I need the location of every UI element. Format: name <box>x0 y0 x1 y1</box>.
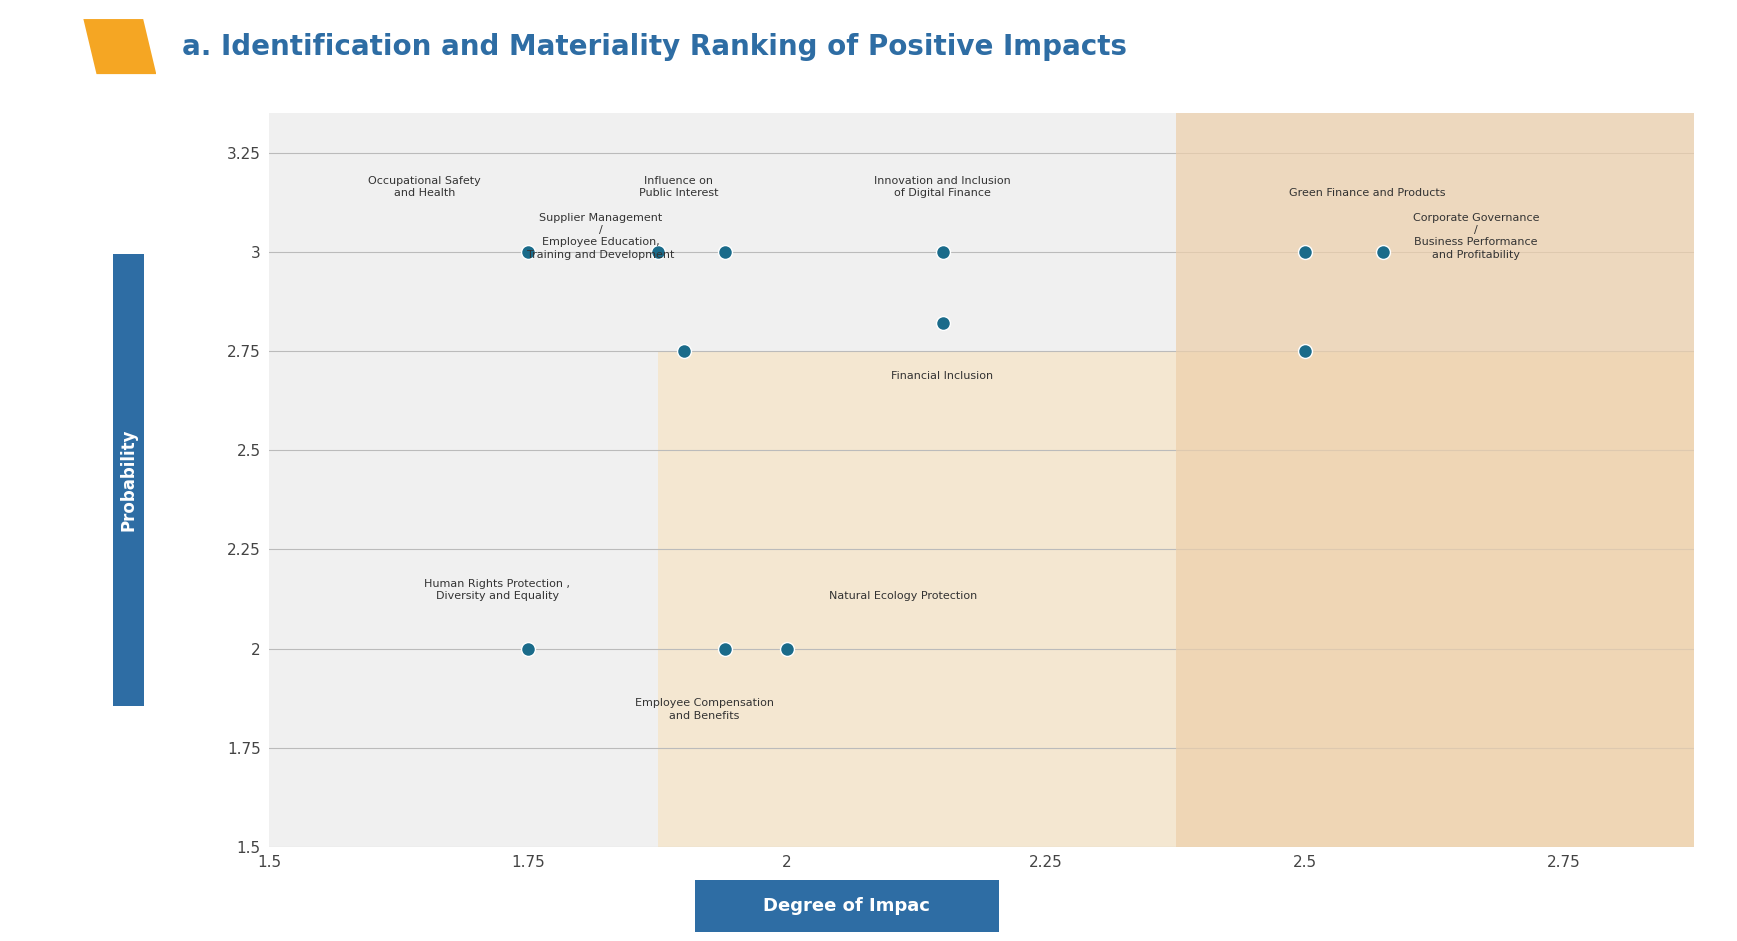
Point <box>670 343 698 359</box>
Text: Green Finance and Products: Green Finance and Products <box>1289 188 1445 199</box>
Point <box>1369 245 1397 260</box>
Bar <box>1176 113 1694 847</box>
Point <box>929 315 957 330</box>
Text: Financial Inclusion: Financial Inclusion <box>891 371 994 381</box>
Point <box>929 245 957 260</box>
Text: Human Rights Protection ,
Diversity and Equality: Human Rights Protection , Diversity and … <box>424 579 570 601</box>
Text: Influence on
Public Interest: Influence on Public Interest <box>639 176 717 199</box>
Point <box>1291 245 1318 260</box>
Text: Occupational Safety
and Health: Occupational Safety and Health <box>368 176 481 199</box>
Point <box>710 641 738 656</box>
Bar <box>658 351 1694 847</box>
Point <box>514 641 542 656</box>
Text: a. Identification and Materiality Ranking of Positive Impacts: a. Identification and Materiality Rankin… <box>182 33 1127 61</box>
Polygon shape <box>83 19 156 74</box>
Text: Degree of Impac: Degree of Impac <box>763 897 931 915</box>
FancyBboxPatch shape <box>111 196 146 764</box>
Text: Probability: Probability <box>120 429 137 531</box>
Text: Natural Ecology Protection: Natural Ecology Protection <box>829 591 976 601</box>
Text: Innovation and Inclusion
of Digital Finance: Innovation and Inclusion of Digital Fina… <box>874 176 1011 199</box>
Point <box>644 245 672 260</box>
Text: Supplier Management
/
Employee Education,
Training and Development: Supplier Management / Employee Education… <box>526 213 674 260</box>
Text: Corporate Governance
/
Business Performance
and Profitability: Corporate Governance / Business Performa… <box>1412 213 1539 260</box>
Point <box>710 245 738 260</box>
Text: Employee Compensation
and Benefits: Employee Compensation and Benefits <box>634 698 773 721</box>
Point <box>1291 343 1318 359</box>
Point <box>773 641 801 656</box>
FancyBboxPatch shape <box>670 878 1023 933</box>
Point <box>514 245 542 260</box>
